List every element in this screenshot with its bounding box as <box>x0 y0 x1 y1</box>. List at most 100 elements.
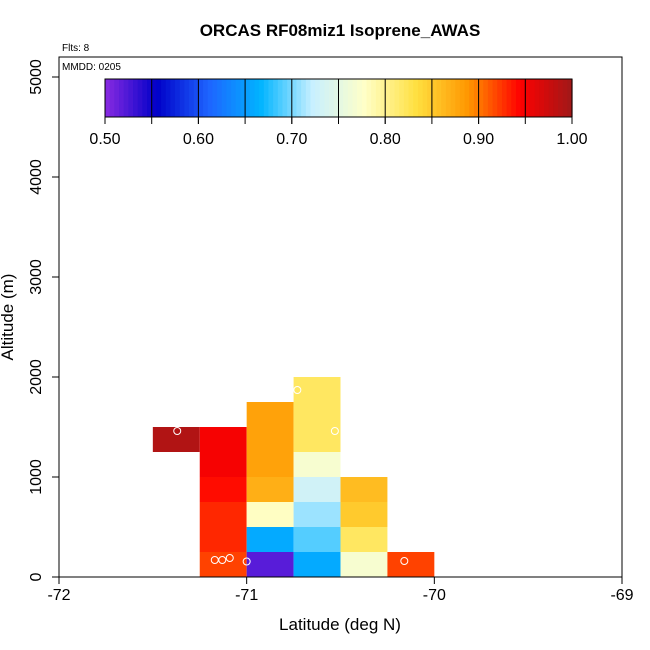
x-axis: -72 -71 -70 -69 <box>47 577 634 604</box>
heatmap-cell <box>293 402 341 427</box>
mmdd-label: MMDD: 0205 <box>62 62 121 73</box>
colorbar-swatch <box>175 79 181 117</box>
x-tick-label: -70 <box>423 587 446 604</box>
flights-label: Flts: 8 <box>62 43 90 54</box>
colorbar-swatch <box>506 79 512 117</box>
colorbar-swatch <box>492 79 498 117</box>
heatmap-cell <box>293 452 341 477</box>
colorbar-swatch <box>189 79 195 117</box>
colorbar-swatch <box>221 79 228 117</box>
colorbar-swatch <box>207 79 214 117</box>
colorbar-swatch <box>105 79 111 117</box>
colorbar-swatch <box>305 79 312 117</box>
colorbar-swatch <box>310 79 316 117</box>
heatmap-cell <box>152 427 200 452</box>
plot-frame <box>58 56 623 578</box>
heatmap-cell <box>199 527 247 552</box>
colorbar-swatch <box>469 79 475 117</box>
heatmap-cell <box>246 452 294 477</box>
colorbar-swatch <box>427 79 433 117</box>
observation-point <box>242 557 251 566</box>
colorbar-swatch <box>543 79 550 117</box>
colorbar-swatch <box>273 79 279 117</box>
colorbar-swatch <box>324 79 330 117</box>
y-tick-label: 0 <box>28 572 45 581</box>
heatmap-cell <box>246 427 294 452</box>
colorbar-swatch <box>123 79 129 117</box>
colorbar-swatch <box>231 79 237 117</box>
colorbar-swatch <box>254 79 260 117</box>
y-tick-label: 3000 <box>28 259 45 295</box>
colorbar-swatch <box>343 79 349 117</box>
colorbar-swatch <box>119 79 125 117</box>
colorbar-tick-label: 0.50 <box>89 131 120 148</box>
colorbar-swatch <box>333 79 340 117</box>
colorbar-swatch <box>193 79 199 117</box>
observation-point <box>400 557 409 565</box>
colorbar: 0.50 0.60 0.70 0.80 0.90 1.00 <box>89 78 588 148</box>
colorbar-swatch <box>417 79 424 117</box>
colorbar-swatch <box>534 79 540 117</box>
colorbar-swatch <box>548 79 554 117</box>
colorbar-swatch <box>170 79 176 117</box>
colorbar-swatch <box>464 79 470 117</box>
colorbar-tick-label: 1.00 <box>556 131 587 148</box>
colorbar-swatch <box>282 79 288 117</box>
colorbar-swatch <box>441 79 447 117</box>
colorbar-swatch <box>539 79 545 117</box>
observation-points <box>173 386 409 566</box>
colorbar-swatch <box>473 79 480 117</box>
heatmap-cell <box>246 402 294 427</box>
colorbar-swatch <box>347 79 354 117</box>
colorbar-swatch <box>478 79 484 117</box>
colorbar-swatch <box>338 79 344 117</box>
colorbar-swatch <box>408 79 414 117</box>
heatmap-cell <box>293 377 341 402</box>
colorbar-swatch <box>525 79 531 117</box>
heatmap-cell <box>199 477 247 502</box>
colorbar-swatch <box>151 79 157 117</box>
colorbar-tick-label: 0.90 <box>463 131 494 148</box>
heatmap-cell <box>340 527 388 552</box>
colorbar-swatch <box>179 79 185 117</box>
colorbar-swatch <box>371 79 377 117</box>
colorbar-swatch <box>184 79 190 117</box>
heatmap-cell <box>199 552 247 577</box>
heatmap-cell <box>340 552 388 577</box>
colorbar-swatch <box>529 79 536 117</box>
colorbar-swatch <box>357 79 363 117</box>
y-axis-label: Altitude (m) <box>0 274 17 361</box>
colorbar-swatch <box>487 79 494 117</box>
x-tick-label: -71 <box>235 587 258 604</box>
colorbar-swatch <box>287 79 293 117</box>
colorbar-swatch <box>226 79 232 117</box>
colorbar-swatch <box>245 79 251 117</box>
heatmap-cell <box>293 527 341 552</box>
y-tick-label: 1000 <box>28 459 45 495</box>
colorbar-swatch <box>352 79 358 117</box>
heatmap-cell <box>246 527 294 552</box>
colorbar-swatch <box>147 79 153 117</box>
colorbar-swatch <box>361 79 368 117</box>
colorbar-swatch <box>445 79 452 117</box>
colorbar-swatch <box>515 79 522 117</box>
heatmap-cell <box>199 427 247 452</box>
observation-point <box>293 386 302 394</box>
colorbar-swatch <box>319 79 326 117</box>
colorbar-swatch <box>413 79 419 117</box>
colorbar-swatch <box>240 79 246 117</box>
colorbar-swatch <box>483 79 489 117</box>
colorbar-swatch <box>217 79 223 117</box>
colorbar-swatch <box>198 79 204 117</box>
heatmap-cell <box>199 502 247 527</box>
colorbar-swatch <box>497 79 503 117</box>
heatmap-cell <box>293 502 341 527</box>
heatmap-cell <box>199 452 247 477</box>
colorbar-swatch <box>109 79 115 117</box>
colorbar-swatch <box>567 79 573 117</box>
colorbar-swatch <box>329 79 335 117</box>
colorbar-swatch <box>459 79 466 117</box>
colorbar-swatch <box>431 79 438 117</box>
colorbar-swatch <box>263 79 270 117</box>
